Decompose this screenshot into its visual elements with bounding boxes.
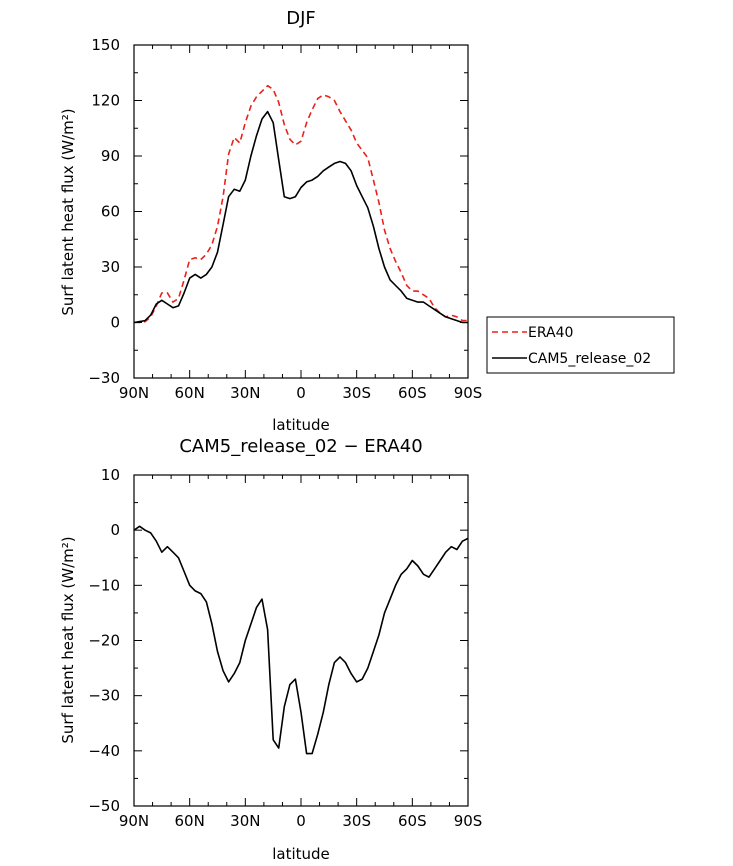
- top-panel-y-tick-label: 30: [101, 258, 120, 276]
- bottom-panel-x-tick-label: 90S: [454, 812, 483, 830]
- bottom-panel-x-tick-label: 60S: [398, 812, 427, 830]
- bottom-panel-ticks-layer: 90N 60N 30N 0 30S 60S 90S −50 −40 −30 −20 −10 0 10: [88, 466, 482, 830]
- bottom-panel-y-tick-label: 0: [110, 521, 120, 539]
- top-panel-ticks-layer: 90N 60N 30N 0 30S 60S 90S −30 0 30 60 90 120 150: [88, 36, 482, 402]
- top-panel-x-tick-label: 60N: [175, 384, 205, 402]
- bottom-panel-y-tick-label: −20: [88, 632, 120, 650]
- legend-label-era40: ERA40: [528, 325, 573, 341]
- top-panel-x-tick-label: 60S: [398, 384, 427, 402]
- top-panel-y-tick-label: 0: [110, 314, 120, 332]
- bottom-panel-x-axis-title: latitude: [272, 845, 330, 863]
- bottom-panel-y-tick-label: −30: [88, 687, 120, 705]
- legend: ERA40 CAM5_release_02: [486, 316, 675, 374]
- top-panel-x-tick-label: 90N: [119, 384, 149, 402]
- bottom-panel-y-tick-label: −40: [88, 742, 120, 760]
- top-panel: DJF 90N 60N 30N 0 30S 60S 90S−300306090120150 …: [59, 8, 482, 434]
- bottom-panel-y-tick-label: 10: [101, 466, 120, 484]
- top-panel-y-tick-label: 90: [101, 147, 120, 165]
- top-panel-series-line-cam5-release-02: [133, 110, 468, 324]
- top-panel-y-tick-label: 60: [101, 203, 120, 221]
- legend-box: [486, 316, 675, 374]
- legend-label-cam5: CAM5_release_02: [528, 351, 651, 367]
- bottom-panel-y-tick-label: −50: [88, 797, 120, 815]
- bottom-panel-y-axis-title: Surf latent heat flux (W/m²): [59, 536, 77, 743]
- bottom-panel-y-tick-label: −10: [88, 576, 120, 594]
- top-panel-title: DJF: [286, 8, 316, 29]
- top-panel-series-line-era40: [134, 84, 468, 324]
- top-panel-x-tick-label: 30S: [342, 384, 371, 402]
- bottom-panel-x-tick-label: 60N: [175, 812, 205, 830]
- top-panel-x-tick-label: 30N: [230, 384, 260, 402]
- bottom-panel-x-tick-label: 90N: [119, 812, 149, 830]
- bottom-panel: CAM5_release_02 − ERA40 90N 60N 30N 0 30S 60S…: [59, 436, 482, 863]
- top-panel-x-tick-label: 90S: [454, 384, 483, 402]
- top-panel-x-axis-title: latitude: [272, 416, 330, 434]
- top-panel-y-tick-label: 150: [91, 36, 120, 54]
- bottom-panel-x-tick-label: 0: [296, 812, 306, 830]
- bottom-panel-plot-frame: [133, 474, 469, 807]
- bottom-panel-x-tick-label: 30S: [342, 812, 371, 830]
- top-panel-series-layer: [133, 84, 468, 324]
- top-panel-x-tick-label: 0: [296, 384, 306, 402]
- bottom-panel-series-layer: [133, 525, 469, 755]
- top-panel-y-tick-label: −30: [88, 369, 120, 387]
- top-panel-y-axis-title: Surf latent heat flux (W/m²): [59, 108, 77, 315]
- top-panel-plot-frame: [133, 44, 469, 379]
- bottom-panel-series-line-0: [133, 525, 469, 755]
- bottom-panel-x-tick-label: 30N: [230, 812, 260, 830]
- top-panel-y-tick-label: 120: [91, 92, 120, 110]
- bottom-panel-title: CAM5_release_02 − ERA40: [179, 436, 422, 457]
